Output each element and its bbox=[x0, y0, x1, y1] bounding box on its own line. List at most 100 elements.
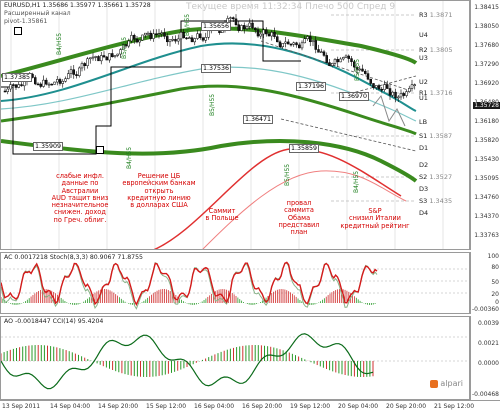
price-axis[interactable]: 1.384151.380501.376801.372901.369201.364… bbox=[470, 0, 500, 250]
candle-body bbox=[413, 84, 416, 86]
candle-body bbox=[91, 56, 95, 59]
candle-body bbox=[234, 18, 238, 25]
ac-stoch-pane[interactable]: AC 0.0017218 Stoch(8,3,3) 80.9067 71.875… bbox=[0, 252, 470, 314]
candle-body bbox=[141, 34, 144, 41]
candle-body bbox=[344, 55, 348, 58]
price-label: 1.36471 bbox=[243, 115, 274, 124]
candle-body bbox=[86, 58, 89, 66]
candle-body bbox=[14, 84, 18, 88]
candle-body bbox=[204, 37, 207, 41]
candle-body bbox=[361, 68, 364, 72]
candle-body bbox=[331, 63, 334, 66]
candle-body bbox=[56, 79, 59, 83]
main-price-pane[interactable]: EURUSD,H1 1.35686 1.35977 1.35661 1.3572… bbox=[0, 0, 470, 250]
time-tick: 20 Sep 04:00 bbox=[338, 403, 379, 410]
trend-line bbox=[280, 118, 417, 152]
candle-body bbox=[135, 38, 139, 43]
candle-body bbox=[67, 73, 70, 79]
level-r1: R1 1.3716 bbox=[419, 89, 453, 97]
candle-body bbox=[174, 38, 177, 42]
level-d1: D1 bbox=[419, 144, 429, 152]
time-tick: 13 Sep 2011 bbox=[2, 403, 41, 410]
candle-body bbox=[58, 79, 62, 84]
price-label: 1.37196 bbox=[296, 82, 327, 91]
candle-body bbox=[64, 78, 67, 82]
candle-body bbox=[355, 66, 359, 70]
candle-body bbox=[372, 83, 375, 88]
candle-body bbox=[45, 79, 48, 85]
candle-body bbox=[163, 32, 166, 37]
price-tick: 1.38050 bbox=[474, 23, 499, 30]
candle-body bbox=[122, 44, 125, 50]
price-tick: 1.35430 bbox=[474, 156, 499, 163]
news-note-3: Саммит в Польше bbox=[205, 207, 239, 223]
candle-body bbox=[20, 84, 23, 87]
volatility-label: B4/H55 bbox=[184, 13, 191, 36]
candle-body bbox=[166, 36, 169, 43]
price-tick: 1.35095 bbox=[474, 175, 499, 182]
ao-tick: 0.0000 bbox=[478, 360, 499, 367]
candle-body bbox=[177, 38, 180, 42]
timer-watermark: Текущее время 11:32:34 Плечо 500 Спред 9 bbox=[186, 2, 396, 12]
candle-body bbox=[185, 37, 188, 40]
ao-tick: 0.0021 bbox=[478, 340, 499, 347]
time-tick: 16 Sep 20:00 bbox=[242, 403, 283, 410]
price-label: 1.35909 bbox=[33, 142, 64, 151]
price-tick: 1.35820 bbox=[474, 137, 499, 144]
level-u1: U1 bbox=[419, 94, 428, 102]
candle-body bbox=[251, 22, 254, 29]
candle-body bbox=[94, 56, 97, 58]
level-r3: R3 1.3871 bbox=[419, 11, 453, 19]
candle-body bbox=[12, 84, 15, 86]
candle-body bbox=[146, 32, 150, 35]
candle-body bbox=[397, 96, 400, 99]
time-tick: 15 Sep 12:00 bbox=[146, 403, 187, 410]
candle-body bbox=[339, 58, 342, 63]
candle-body bbox=[405, 91, 408, 96]
news-note-4: провал саммита Обама представил план bbox=[278, 199, 320, 237]
volatility-label: B4/H55 bbox=[353, 170, 360, 193]
candle-body bbox=[179, 32, 183, 40]
ao-tick: -0.00468 bbox=[472, 391, 499, 398]
time-tick: 19 Sep 12:00 bbox=[290, 403, 331, 410]
volatility-label: B4/H55 bbox=[126, 146, 133, 169]
time-axis[interactable]: 13 Sep 2011 14 Sep 04:00 14 Sep 20:00 15 Se… bbox=[0, 400, 500, 413]
candle-body bbox=[256, 29, 260, 37]
candle-body bbox=[6, 88, 9, 92]
level-u3: U3 bbox=[419, 54, 428, 62]
volatility-label: B5/H55 bbox=[121, 36, 128, 59]
candle-body bbox=[336, 59, 339, 63]
ac-tick: 50 bbox=[491, 279, 499, 286]
level-lb: LB bbox=[419, 118, 428, 126]
alpari-icon bbox=[429, 379, 438, 388]
candle-body bbox=[350, 58, 353, 62]
candle-body bbox=[89, 57, 92, 60]
volatility-label: B5/H55 bbox=[209, 93, 216, 116]
ao-cci-pane[interactable]: AO -0.0018447 CCI(14) 95.4204 alpari bbox=[0, 316, 470, 400]
pivot-step-line bbox=[1, 20, 301, 155]
candle-body bbox=[42, 79, 45, 87]
candle-body bbox=[289, 43, 293, 46]
ma-teal-light bbox=[1, 66, 417, 122]
candle-body bbox=[314, 40, 317, 50]
candle-body bbox=[333, 59, 337, 64]
news-note-2: Решение ЦБ европейским банкам открыть креди… bbox=[122, 172, 196, 210]
candle-body bbox=[72, 69, 75, 75]
candle-body bbox=[53, 81, 56, 85]
candle-body bbox=[127, 40, 130, 47]
candle-body bbox=[34, 77, 37, 85]
candle-body bbox=[78, 67, 81, 76]
ac-stoch-svg bbox=[1, 261, 469, 310]
price-tick: 1.36180 bbox=[474, 118, 499, 125]
symbol-header: EURUSD,H1 1.35686 1.35977 1.35661 1.3572… bbox=[4, 2, 151, 9]
news-note-1: слабые инфл. данные по Австралии AUD тащит … bbox=[51, 172, 109, 224]
candle-body bbox=[380, 88, 383, 91]
stoch-main-line bbox=[1, 261, 378, 307]
candle-body bbox=[300, 42, 304, 49]
candle-body bbox=[402, 93, 405, 96]
candle-body bbox=[138, 39, 141, 43]
candle-body bbox=[399, 93, 403, 98]
volatility-label: B5/H55 bbox=[354, 58, 361, 81]
candle-body bbox=[111, 53, 114, 58]
candle-body bbox=[133, 35, 136, 40]
